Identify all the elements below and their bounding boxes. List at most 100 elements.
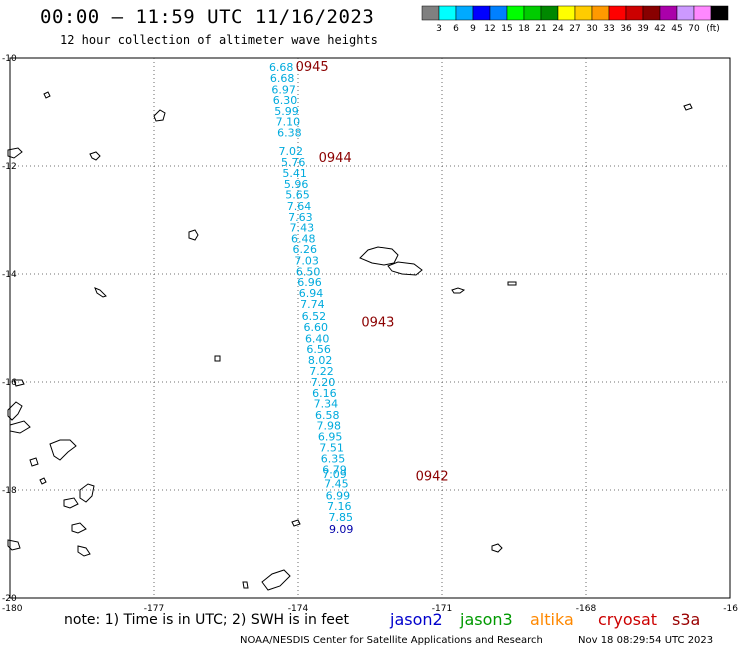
swh-point-label: 6.48 — [291, 232, 316, 245]
swh-point-label: 6.96 — [297, 276, 322, 289]
swh-point-label: 5.99 — [274, 105, 299, 118]
island-outline — [94, 287, 107, 298]
island-outline — [491, 543, 503, 553]
island-outline — [507, 281, 517, 286]
colorbar-swatch — [540, 5, 559, 21]
island-outline — [79, 483, 95, 503]
island-outline — [188, 229, 199, 241]
swh-point-label: 6.52 — [302, 310, 327, 323]
colorbar-label: 12 — [484, 24, 495, 34]
time-label: 0945 — [296, 60, 329, 75]
swh-point-label: 6.58 — [315, 409, 340, 422]
swh-point-label: 7.09 — [322, 468, 347, 481]
swh-point-label: 6.35 — [321, 453, 346, 466]
swh-point-label: 6.38 — [277, 127, 302, 140]
legend-jason2: jason2 — [390, 610, 443, 629]
swh-point-label: 6.50 — [296, 265, 321, 278]
swh-point-label: 7.85 — [328, 511, 353, 524]
island-outline — [39, 477, 47, 485]
colorbar-label: 39 — [637, 24, 649, 34]
colorbar-label: 33 — [603, 24, 614, 34]
island-outline — [7, 147, 23, 159]
island-outline — [261, 569, 291, 591]
swh-point-label: 7.20 — [311, 376, 336, 389]
x-tick-label: -177 — [144, 604, 164, 614]
swh-point-label: 5.96 — [284, 178, 309, 191]
swh-point-label: 6.68 — [270, 72, 295, 85]
legend-cryosat: cryosat — [598, 610, 658, 629]
island-outline — [13, 379, 25, 387]
colorbar-label: 18 — [518, 24, 530, 34]
swh-point-label: 6.40 — [305, 332, 330, 345]
colorbar-swatch — [421, 5, 440, 21]
swh-point-label: 7.64 — [287, 200, 312, 213]
footer-timestamp: Nov 18 08:29:54 UTC 2023 — [578, 635, 714, 646]
swh-point-label: 6.16 — [312, 387, 337, 400]
colorbar-label: 24 — [552, 24, 564, 34]
time-label: 0942 — [416, 470, 449, 485]
colorbar-swatch — [455, 5, 474, 21]
colorbar-label: 36 — [620, 24, 632, 34]
chart-subtitle: 12 hour collection of altimeter wave hei… — [60, 33, 378, 47]
swh-point-label: 8.02 — [308, 354, 333, 367]
island-outline — [242, 581, 249, 589]
swh-point-label: 7.22 — [309, 365, 334, 378]
colorbar-swatch — [438, 5, 457, 21]
colorbar: 3 6 9 12 15 18 21 24 27 30 33 36 39 42 45 70 (ft) — [421, 5, 729, 34]
island-outline — [683, 103, 693, 111]
colorbar-label: 3 — [436, 24, 442, 34]
swh-point-label: 6.95 — [318, 431, 343, 444]
swh-point-label: 7.34 — [314, 398, 339, 411]
island-outline — [7, 401, 23, 421]
time-label: 0943 — [361, 316, 394, 331]
y-tick-label: -10 — [2, 54, 17, 64]
x-tick-label: -180 — [2, 604, 23, 614]
swh-point-label: 5.76 — [281, 156, 306, 169]
colorbar-swatch — [676, 5, 695, 21]
swh-point-label: 7.63 — [288, 211, 313, 224]
x-tick-label: -168 — [576, 604, 597, 614]
track-points: 6.686.686.976.305.997.106.387.025.765.41… — [269, 61, 354, 536]
colorbar-swatch — [523, 5, 542, 21]
footer-note: note: 1) Time is in UTC; 2) SWH is in fe… — [64, 612, 350, 628]
colorbar-swatch — [710, 5, 729, 21]
colorbar-swatch — [608, 5, 627, 21]
y-tick-label: -14 — [2, 270, 17, 280]
colorbar-swatch — [489, 5, 508, 21]
swh-point-label: 5.65 — [285, 189, 310, 202]
colorbar-swatch — [574, 5, 593, 21]
x-tick-label: -174 — [288, 604, 309, 614]
island-outline — [77, 545, 91, 557]
gridlines — [10, 58, 730, 598]
colorbar-swatch — [591, 5, 610, 21]
colorbar-label: 42 — [654, 24, 665, 34]
island-outline — [9, 420, 31, 434]
swh-point-label: 6.99 — [326, 489, 351, 502]
swh-point-label: 6.94 — [299, 287, 324, 300]
y-tick-label: -18 — [2, 486, 17, 496]
swh-point-label: 7.74 — [300, 298, 325, 311]
island-outline — [214, 355, 221, 362]
swh-point-label: 6.60 — [304, 321, 329, 334]
swh-point-label: 7.16 — [327, 500, 352, 513]
colorbar-swatch — [642, 5, 661, 21]
time-marks: 0945 0944 0943 0942 — [296, 60, 449, 484]
colorbar-label: 27 — [569, 24, 580, 34]
coastlines — [7, 91, 693, 591]
island-outline — [291, 519, 301, 527]
swh-point-label: 6.97 — [271, 83, 296, 96]
colorbar-label: 70 — [688, 24, 700, 34]
island-outline — [7, 539, 21, 551]
colorbar-label: 30 — [586, 24, 598, 34]
colorbar-label: 9 — [470, 24, 476, 34]
swh-point-label: 5.41 — [282, 167, 307, 180]
swh-point-label: 6.26 — [292, 243, 317, 256]
colorbar-unit: (ft) — [706, 24, 720, 34]
swh-point-label: 6.68 — [269, 61, 294, 74]
island-outline — [29, 457, 39, 467]
swh-point-label: 7.51 — [319, 441, 344, 454]
island-outline — [63, 497, 79, 509]
y-tick-label: -16 — [2, 378, 17, 388]
plot-frame — [9, 57, 731, 599]
